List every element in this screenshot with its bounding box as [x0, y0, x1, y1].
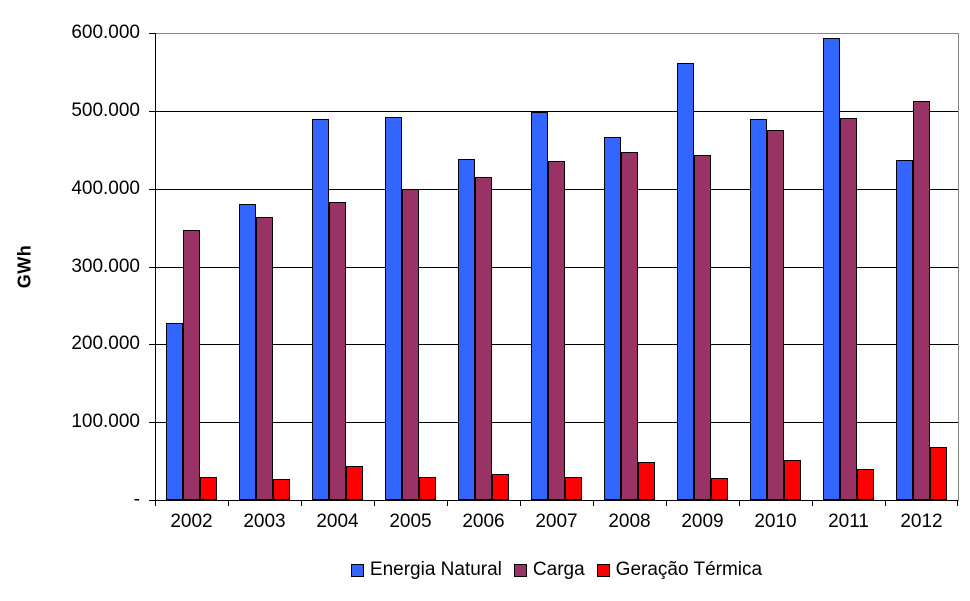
x-tick-label-2004: 2004 [316, 511, 359, 532]
bar-geracao-termica-2004 [346, 466, 363, 500]
x-tick-11 [957, 500, 958, 506]
x-tick-9 [812, 500, 813, 506]
y-tick-label-200000: 200.000 [71, 333, 140, 354]
x-tick-0 [155, 500, 156, 506]
x-tick-label-2007: 2007 [535, 511, 578, 532]
y-tick-label-300000: 300.000 [71, 256, 140, 277]
bar-geracao-termica-2009 [711, 478, 728, 500]
plot-area-border [155, 33, 959, 501]
bar-energia-natural-2008 [604, 137, 621, 500]
bar-carga-2011 [840, 118, 857, 500]
legend-item-energia-natural: Energia Natural [350, 559, 502, 581]
bar-carga-2008 [621, 152, 638, 500]
bar-carga-2007 [548, 161, 565, 500]
y-tick-label-100000: 100.000 [71, 411, 140, 432]
y-tick-0 [149, 500, 155, 501]
bar-energia-natural-2003 [239, 204, 256, 500]
legend-label-energia-natural: Energia Natural [369, 559, 502, 580]
bar-carga-2012 [913, 101, 930, 500]
legend-item-geracao-termica: Geração Térmica [596, 559, 763, 581]
bar-geracao-termica-2008 [638, 462, 655, 500]
bar-carga-2004 [329, 202, 346, 500]
bar-energia-natural-2006 [458, 159, 475, 500]
bar-geracao-termica-2006 [492, 474, 509, 500]
bar-energia-natural-2002 [166, 323, 183, 500]
y-axis-title: GWh [14, 244, 35, 289]
x-tick-1 [228, 500, 229, 506]
x-tick-label-2005: 2005 [389, 511, 432, 532]
x-tick-8 [739, 500, 740, 506]
bar-geracao-termica-2007 [565, 477, 582, 500]
y-tick-label-0: - [133, 489, 140, 510]
y-tick-600000 [149, 33, 155, 34]
x-tick-label-2003: 2003 [243, 511, 286, 532]
bar-geracao-termica-2005 [419, 477, 436, 500]
bar-carga-2003 [256, 217, 273, 500]
bar-energia-natural-2005 [385, 117, 402, 500]
bar-energia-natural-2012 [896, 160, 913, 500]
y-tick-label-500000: 500.000 [71, 100, 140, 121]
bar-geracao-termica-2010 [784, 460, 801, 500]
y-tick-400000 [149, 189, 155, 190]
y-tick-label-400000: 400.000 [71, 178, 140, 199]
y-tick-label-600000: 600.000 [71, 22, 140, 43]
legend: Energia Natural Carga Geração Térmica [155, 558, 958, 582]
x-axis-line [155, 500, 958, 501]
legend-swatch-energia-natural [350, 563, 364, 577]
x-tick-4 [447, 500, 448, 506]
x-tick-7 [666, 500, 667, 506]
x-tick-label-2012: 2012 [900, 511, 943, 532]
legend-swatch-carga [513, 563, 527, 577]
bar-carga-2005 [402, 189, 419, 500]
bar-carga-2010 [767, 130, 784, 500]
legend-item-carga: Carga [513, 559, 585, 581]
bar-geracao-termica-2003 [273, 479, 290, 500]
x-tick-3 [374, 500, 375, 506]
x-tick-label-2009: 2009 [681, 511, 724, 532]
bar-energia-natural-2007 [531, 112, 548, 500]
bar-energia-natural-2004 [312, 119, 329, 500]
x-tick-label-2011: 2011 [828, 511, 869, 532]
y-axis-title-container: GWh [6, 33, 44, 500]
x-tick-label-2002: 2002 [170, 511, 213, 532]
y-tick-100000 [149, 422, 155, 423]
bar-energia-natural-2011 [823, 38, 840, 500]
y-tick-300000 [149, 267, 155, 268]
bar-carga-2009 [694, 155, 711, 500]
bar-geracao-termica-2011 [857, 469, 874, 500]
x-tick-2 [301, 500, 302, 506]
bar-geracao-termica-2012 [930, 447, 947, 500]
x-tick-10 [885, 500, 886, 506]
y-axis-line [155, 33, 156, 500]
x-tick-6 [593, 500, 594, 506]
x-tick-label-2006: 2006 [462, 511, 505, 532]
y-tick-200000 [149, 344, 155, 345]
bar-carga-2006 [475, 177, 492, 500]
legend-swatch-geracao-termica [596, 563, 610, 577]
legend-label-carga: Carga [532, 559, 585, 580]
y-tick-500000 [149, 111, 155, 112]
bar-energia-natural-2009 [677, 63, 694, 500]
bar-geracao-termica-2002 [200, 477, 217, 500]
x-tick-label-2008: 2008 [608, 511, 651, 532]
x-tick-label-2010: 2010 [754, 511, 797, 532]
x-tick-5 [520, 500, 521, 506]
gridline-500000 [155, 111, 958, 112]
bar-energia-natural-2010 [750, 119, 767, 500]
legend-label-geracao-termica: Geração Térmica [615, 559, 763, 580]
bar-carga-2002 [183, 230, 200, 500]
